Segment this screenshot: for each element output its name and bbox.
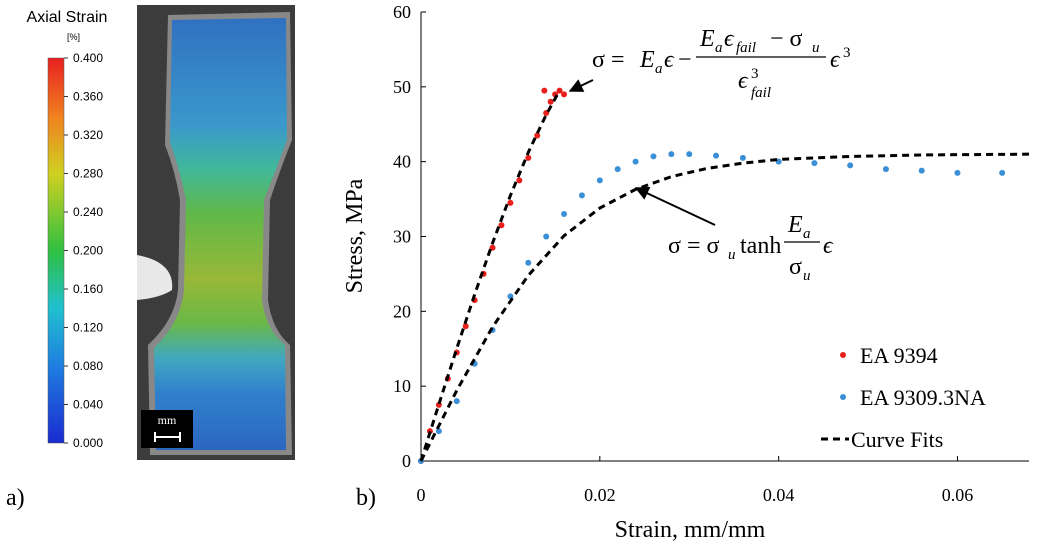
y-tick-label: 0.200 (73, 244, 103, 258)
eq-part: − (678, 47, 692, 73)
data-point (668, 151, 675, 158)
legend-swatch (840, 352, 846, 358)
x-tick-label: 0.02 (584, 485, 616, 505)
legend-label: Curve Fits (851, 427, 943, 452)
scale-label: mm (158, 413, 177, 427)
data-point (462, 323, 469, 330)
x-tick-label: 0.06 (942, 485, 974, 505)
eq-part: ϵ (724, 26, 735, 52)
eq-part: σ = σ (668, 233, 719, 259)
data-point (516, 177, 523, 184)
x-tick-label: 0 (417, 485, 426, 505)
eq-part: ϵ (830, 47, 841, 73)
fit-curve (419, 89, 1030, 462)
eq-part: ϵ (823, 233, 834, 259)
y-tick-label: 0.400 (73, 51, 103, 65)
data-point (578, 192, 585, 199)
data-point (882, 166, 889, 173)
eq-part: u (812, 40, 820, 56)
eq-part: 3 (843, 45, 851, 61)
y-tick-label: 0.360 (73, 90, 103, 104)
eq-part: E (639, 47, 655, 73)
data-point (918, 167, 925, 174)
legend-label: EA 9309.3NA (860, 385, 986, 410)
data-point (999, 169, 1006, 176)
data-point (547, 98, 554, 105)
specimen-image: mm (137, 5, 295, 460)
eq-part: ϵ (664, 47, 675, 73)
colorbar (47, 57, 65, 444)
y-tick-label: 0.320 (73, 128, 103, 142)
data-point (525, 259, 532, 266)
eq-part: ϵ (738, 68, 749, 94)
y-tick-label: 50 (393, 77, 411, 97)
data-point (498, 222, 505, 229)
y-axis-label: Stress, MPa (342, 178, 368, 293)
data-point (632, 158, 639, 165)
data-point (954, 169, 961, 176)
eq-part: σ (789, 254, 802, 280)
equation: σ = σ u tanh E a σ u ϵ (634, 187, 834, 284)
y-tick-label: 30 (393, 227, 411, 247)
y-tick-label: 20 (393, 301, 411, 321)
eq-part: tanh (740, 233, 781, 259)
eq-part: 3 (751, 66, 759, 82)
data-point (561, 211, 568, 218)
data-point (713, 152, 720, 159)
y-tick-label: 40 (393, 152, 411, 172)
data-point (686, 151, 693, 158)
data-point (453, 398, 460, 405)
data-point (541, 87, 548, 94)
legend-label: EA 9394 (860, 343, 938, 368)
y-tick-label: 0.120 (73, 321, 103, 335)
eq-part: a (715, 40, 723, 56)
y-tick-label: 0.280 (73, 167, 103, 181)
eq-part: a (655, 61, 663, 77)
eq-part: − σ (770, 26, 803, 52)
data-point (525, 154, 532, 161)
panel-label: a) (6, 485, 25, 511)
eq-part: E (699, 26, 715, 52)
y-tick-label: 0.080 (73, 359, 103, 373)
data-point (435, 428, 442, 435)
data-point (561, 91, 568, 98)
eq-part: fail (736, 40, 756, 56)
equation: σ = E a ϵ − E a ϵ fail − σ u ϵ 3 fail ϵ … (568, 26, 851, 101)
eq-part: u (728, 247, 736, 263)
eq-part: E (787, 212, 803, 238)
legend-swatch (840, 394, 846, 400)
data-point (847, 162, 854, 169)
x-axis-label: Strain, mm/mm (615, 517, 766, 543)
data-point (614, 166, 621, 173)
data-point (489, 244, 496, 251)
y-tick-label: 0.240 (73, 205, 103, 219)
y-tick-label: 60 (393, 2, 411, 22)
x-tick-label: 0.04 (763, 485, 795, 505)
data-point (543, 233, 550, 240)
colorbar-title: Axial Strain (27, 9, 108, 26)
y-tick-label: 10 (393, 376, 411, 396)
colorbar-unit: [%] (67, 32, 80, 42)
eq-part: fail (751, 85, 771, 101)
y-tick-label: 0 (402, 451, 411, 471)
y-tick-label: 0.040 (73, 398, 103, 412)
eq-part: a (803, 226, 811, 242)
eq-part: u (803, 268, 811, 284)
eq-part: σ = (592, 47, 624, 73)
data-point (534, 132, 541, 139)
y-tick-label: 0.160 (73, 282, 103, 296)
data-point (811, 160, 818, 167)
y-tick-label: 0.000 (73, 436, 103, 450)
panel-label: b) (356, 485, 376, 511)
data-point (596, 177, 603, 184)
data-point (739, 154, 746, 161)
data-point (650, 153, 657, 160)
data-point (507, 199, 514, 206)
